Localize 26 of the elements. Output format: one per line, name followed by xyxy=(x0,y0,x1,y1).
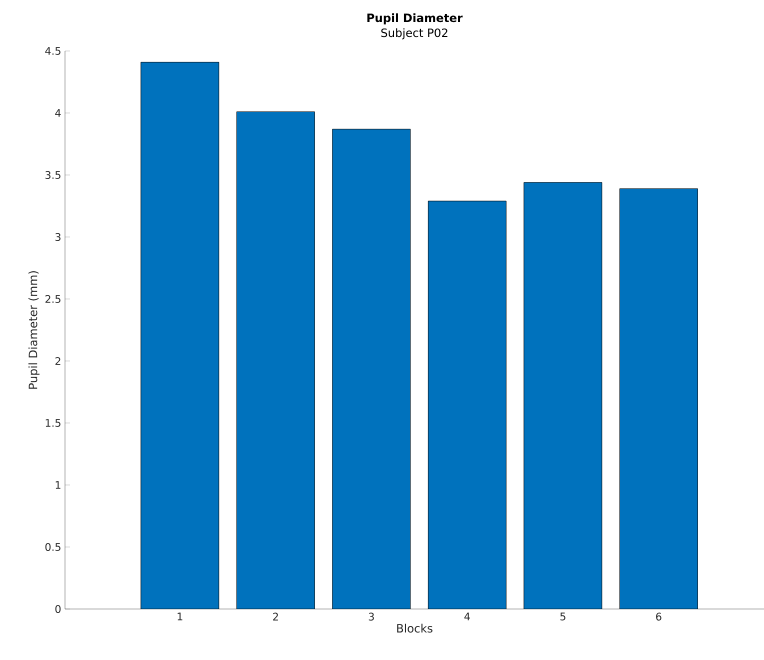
chart-title: Pupil Diameter xyxy=(367,13,463,24)
y-tick-label: 4.5 xyxy=(45,47,60,55)
y-tick-label: 3.5 xyxy=(45,171,60,179)
chart-subtitle: Subject P02 xyxy=(381,28,448,40)
x-tick-label: 3 xyxy=(368,612,374,621)
y-tick-label: 4 xyxy=(55,109,61,117)
y-tick-label: 2.5 xyxy=(45,295,60,303)
bar xyxy=(332,128,411,609)
bar xyxy=(524,182,602,609)
x-tick-label: 6 xyxy=(656,612,662,621)
bar xyxy=(619,188,698,609)
x-tick-label: 2 xyxy=(273,612,278,620)
y-tick-label: 0.5 xyxy=(45,543,60,551)
x-tick-label: 4 xyxy=(464,612,470,620)
y-tick-label: 1 xyxy=(56,481,60,489)
y-axis-title: Pupil Diameter (mm) xyxy=(28,271,40,389)
y-tick-label: 2 xyxy=(55,357,60,365)
bar xyxy=(236,112,315,609)
y-tick-label: 1.5 xyxy=(46,419,60,427)
x-axis-title: Blocks xyxy=(397,624,432,633)
y-tick-label: 3 xyxy=(55,233,60,241)
bar xyxy=(428,200,506,609)
x-tick-label: 5 xyxy=(560,612,566,620)
y-tick-label: 0 xyxy=(55,605,61,613)
x-tick-label: 1 xyxy=(178,612,182,620)
bar xyxy=(140,62,220,609)
